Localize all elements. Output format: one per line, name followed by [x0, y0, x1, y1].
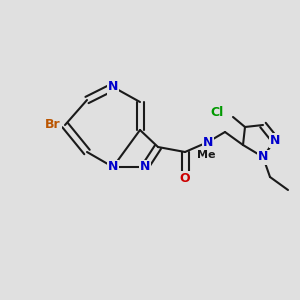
Text: Cl: Cl [210, 106, 224, 118]
Text: N: N [258, 151, 268, 164]
Text: N: N [108, 80, 118, 94]
Text: N: N [108, 160, 118, 173]
Text: N: N [270, 134, 280, 146]
Text: N: N [140, 160, 150, 173]
Text: Br: Br [45, 118, 61, 131]
Text: Me: Me [197, 150, 215, 160]
Text: O: O [180, 172, 190, 184]
Text: N: N [203, 136, 213, 148]
